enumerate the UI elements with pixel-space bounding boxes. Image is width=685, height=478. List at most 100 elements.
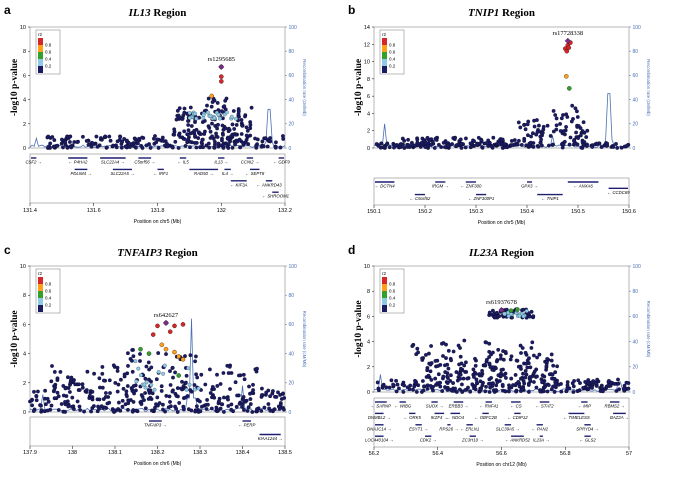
snp-point <box>239 132 244 136</box>
title-suffix: Region <box>498 247 534 259</box>
snp-point <box>448 378 453 383</box>
snp-point-highlight <box>564 74 569 79</box>
snp-point <box>484 141 489 146</box>
gene-name: PDLIM4 <box>70 171 86 176</box>
snp-point <box>111 409 116 414</box>
snp-point <box>545 123 550 128</box>
snp-point-highlight <box>146 351 152 356</box>
snp-point <box>526 389 531 394</box>
gene-name: IRGM <box>432 184 444 189</box>
y-tick-label: 8 <box>23 293 26 299</box>
snp-point <box>519 376 524 381</box>
gene-name: SLC39A5 <box>496 426 515 431</box>
snp-point-highlight <box>159 342 165 348</box>
snp-point <box>528 140 533 145</box>
snp-point <box>69 145 74 150</box>
x-tick-label: 138.5 <box>278 450 292 456</box>
snp-point <box>103 391 108 395</box>
snp-point <box>55 143 60 148</box>
snp-point <box>69 375 74 380</box>
snp-point <box>138 359 142 363</box>
snp-point <box>407 387 412 392</box>
snp-point <box>92 371 96 376</box>
gene-name: ZC3H10 <box>461 438 479 443</box>
y-tick-label: 0 <box>367 146 370 152</box>
snp-point <box>554 116 559 121</box>
snp-point <box>523 368 528 373</box>
gene-label: PDLIM4 → <box>70 171 91 176</box>
snp-point <box>463 145 468 150</box>
snp-point <box>526 383 531 387</box>
snp-point <box>494 359 499 364</box>
gene-label: CSF2 → <box>25 160 41 165</box>
y-tick-label: 6 <box>367 94 370 100</box>
snp-point <box>524 309 529 313</box>
snp-point <box>76 382 81 387</box>
legend-swatch <box>382 45 387 52</box>
gene-name: IKZF4 <box>431 415 443 420</box>
snp-point <box>183 395 188 400</box>
r2-legend: r2 0.8 0.6 0.4 0.2 <box>379 268 405 314</box>
gene-label: ← ANXA6 <box>573 184 593 189</box>
snp-point <box>474 380 479 385</box>
snp-point <box>479 138 484 143</box>
snp-point <box>462 363 467 368</box>
snp-point <box>218 382 223 386</box>
snp-point <box>471 367 476 372</box>
snp-point <box>564 112 569 117</box>
snp-point <box>259 408 264 413</box>
snp-point <box>387 145 392 150</box>
legend-swatch <box>38 305 43 312</box>
snp-point <box>410 142 414 147</box>
snp-point <box>487 390 492 394</box>
snp-point <box>223 107 228 112</box>
snp-point <box>34 393 39 398</box>
snp-point <box>52 396 57 401</box>
snp-point <box>414 389 419 394</box>
snp-point <box>210 121 214 126</box>
gene-name: RNF41 <box>485 404 499 409</box>
snp-point <box>255 407 259 412</box>
x-axis-label: Position on chr12 (Mb) <box>476 462 527 468</box>
snp-point <box>458 346 462 350</box>
snp-point <box>377 388 381 393</box>
snp-point <box>194 116 199 121</box>
recombination-axis-label: Recombination rate (cM/Mb) <box>302 311 307 368</box>
legend-swatch <box>38 284 43 291</box>
snp-point <box>59 402 64 406</box>
x-tick-label: 138.3 <box>193 450 207 456</box>
gene-label: IRGM → <box>432 184 449 189</box>
snp-point <box>538 389 543 394</box>
gene-label: ← KIF3A <box>230 182 248 187</box>
snp-point <box>465 376 470 381</box>
panel-letter: a <box>4 3 11 17</box>
gene-name: GPX3 <box>521 184 533 189</box>
snp-point <box>52 138 57 143</box>
snp-point <box>131 143 136 148</box>
gene-label: RPS26 → <box>439 426 458 431</box>
legend-swatch <box>38 291 43 298</box>
snp-point <box>410 344 415 348</box>
snp-point <box>576 124 581 128</box>
snp-point <box>433 358 438 363</box>
x-axis-label: Position on chr5 (Mb) <box>134 219 182 225</box>
snp-point <box>172 127 177 132</box>
snp-point <box>149 408 154 413</box>
snp-point <box>67 140 72 144</box>
snp-point <box>116 382 121 387</box>
snp-point-highlight <box>564 48 570 54</box>
snp-point <box>207 367 212 372</box>
snp-point <box>439 341 444 346</box>
snp-point <box>177 106 182 111</box>
snp-point <box>575 115 580 119</box>
x-tick-label: 150.5 <box>571 209 585 215</box>
panel-title: IL13 Region <box>128 7 187 19</box>
snp-point <box>473 371 478 376</box>
legend-label: 0.2 <box>389 303 396 308</box>
snp-point <box>121 386 126 391</box>
snp-point <box>583 379 588 384</box>
gene-name: ZNF300 <box>465 184 482 189</box>
snp-point <box>101 397 106 402</box>
snp-point <box>521 371 525 376</box>
